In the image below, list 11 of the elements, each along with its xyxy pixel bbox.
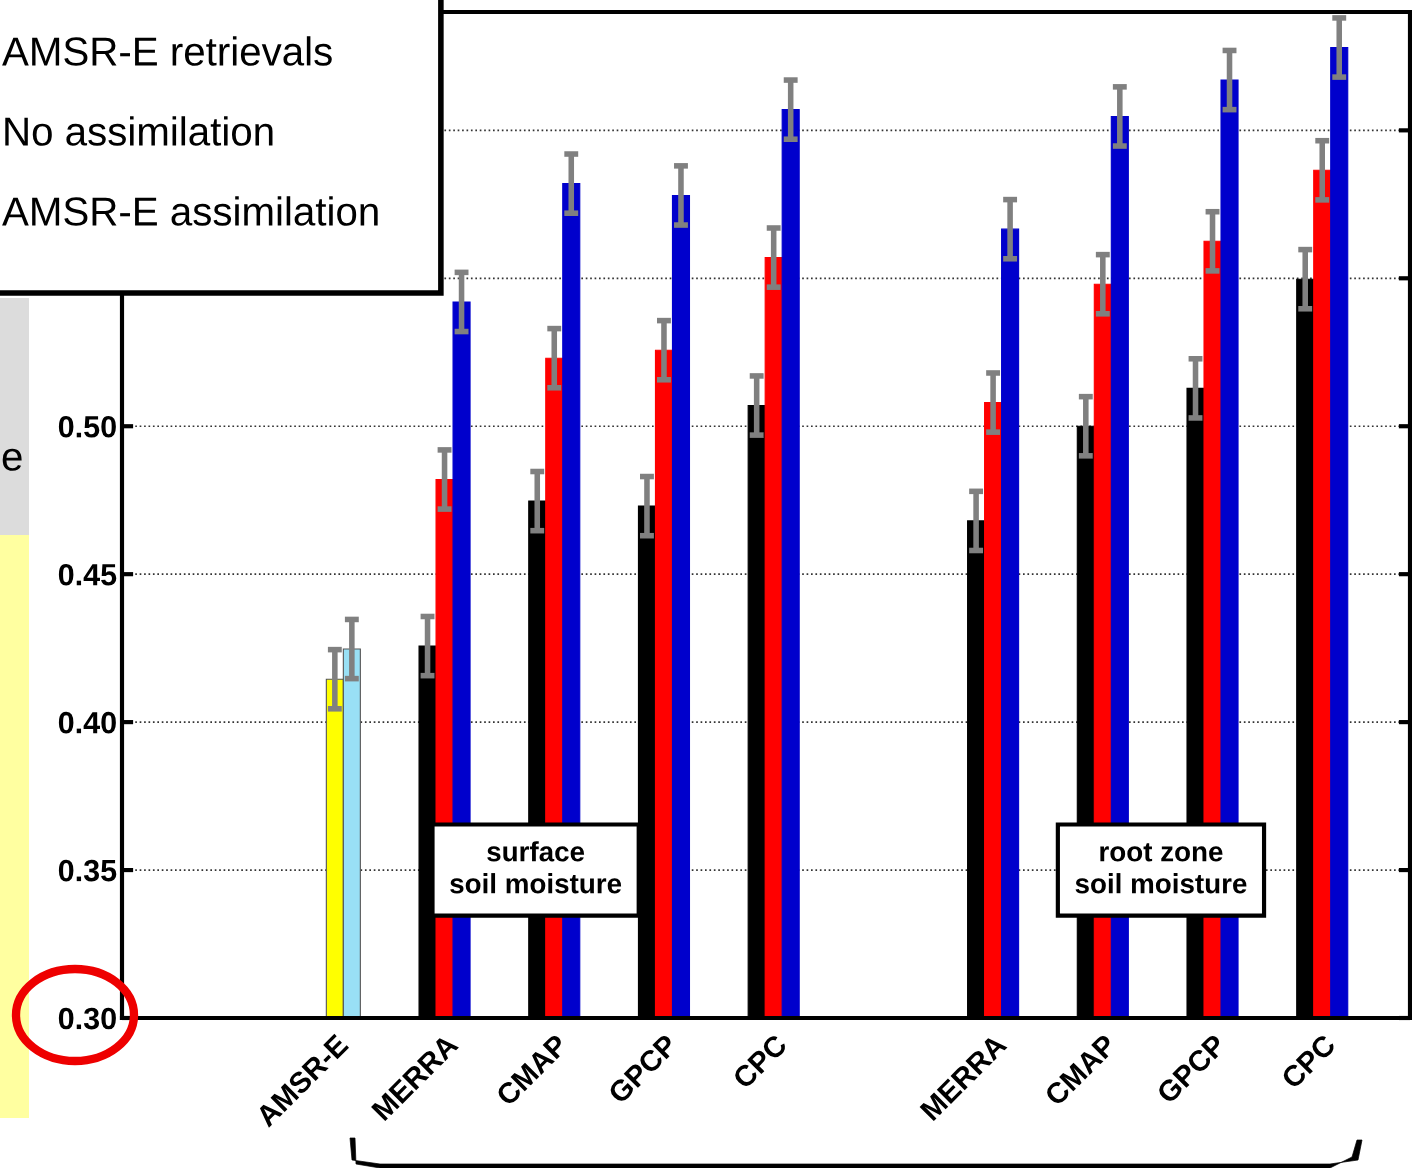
y-tick-label: 0.35 — [58, 859, 117, 882]
y-tick-label: 0.30 — [58, 1007, 116, 1030]
annotation: AMSR-E retrievals — [2, 36, 332, 66]
text: e — [2, 448, 22, 471]
annotation: No assimilation — [5, 116, 273, 146]
y-tick-label: 0.45 — [58, 563, 117, 586]
annotation: AMSR-E assimilation — [2, 196, 378, 226]
y-tick-label: 0.40 — [58, 711, 116, 734]
annotation: root zone soil moisture — [1075, 843, 1247, 894]
y-tick-label: 0.50 — [58, 415, 116, 438]
annotation: surface soil moisture — [450, 841, 622, 894]
